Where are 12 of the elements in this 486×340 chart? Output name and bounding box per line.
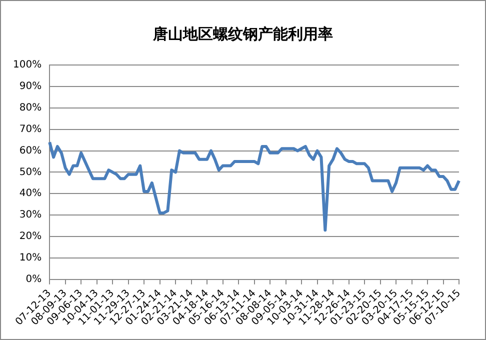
y-tick-label: 50% <box>19 166 42 178</box>
y-tick-label: 30% <box>19 210 42 221</box>
y-tick-label: 0% <box>26 274 42 286</box>
chart-title: 唐山地区螺纹钢产能利用率 <box>152 25 334 44</box>
y-tick-label: 90% <box>19 81 42 92</box>
y-tick-label: 60% <box>19 145 42 156</box>
y-tick-label: 80% <box>19 102 42 114</box>
y-tick-label: 10% <box>19 252 42 264</box>
y-tick-label: 40% <box>19 188 42 200</box>
y-tick-label: 100% <box>12 60 42 71</box>
y-tick-label: 70% <box>19 124 42 135</box>
y-tick-label: 20% <box>19 231 42 242</box>
